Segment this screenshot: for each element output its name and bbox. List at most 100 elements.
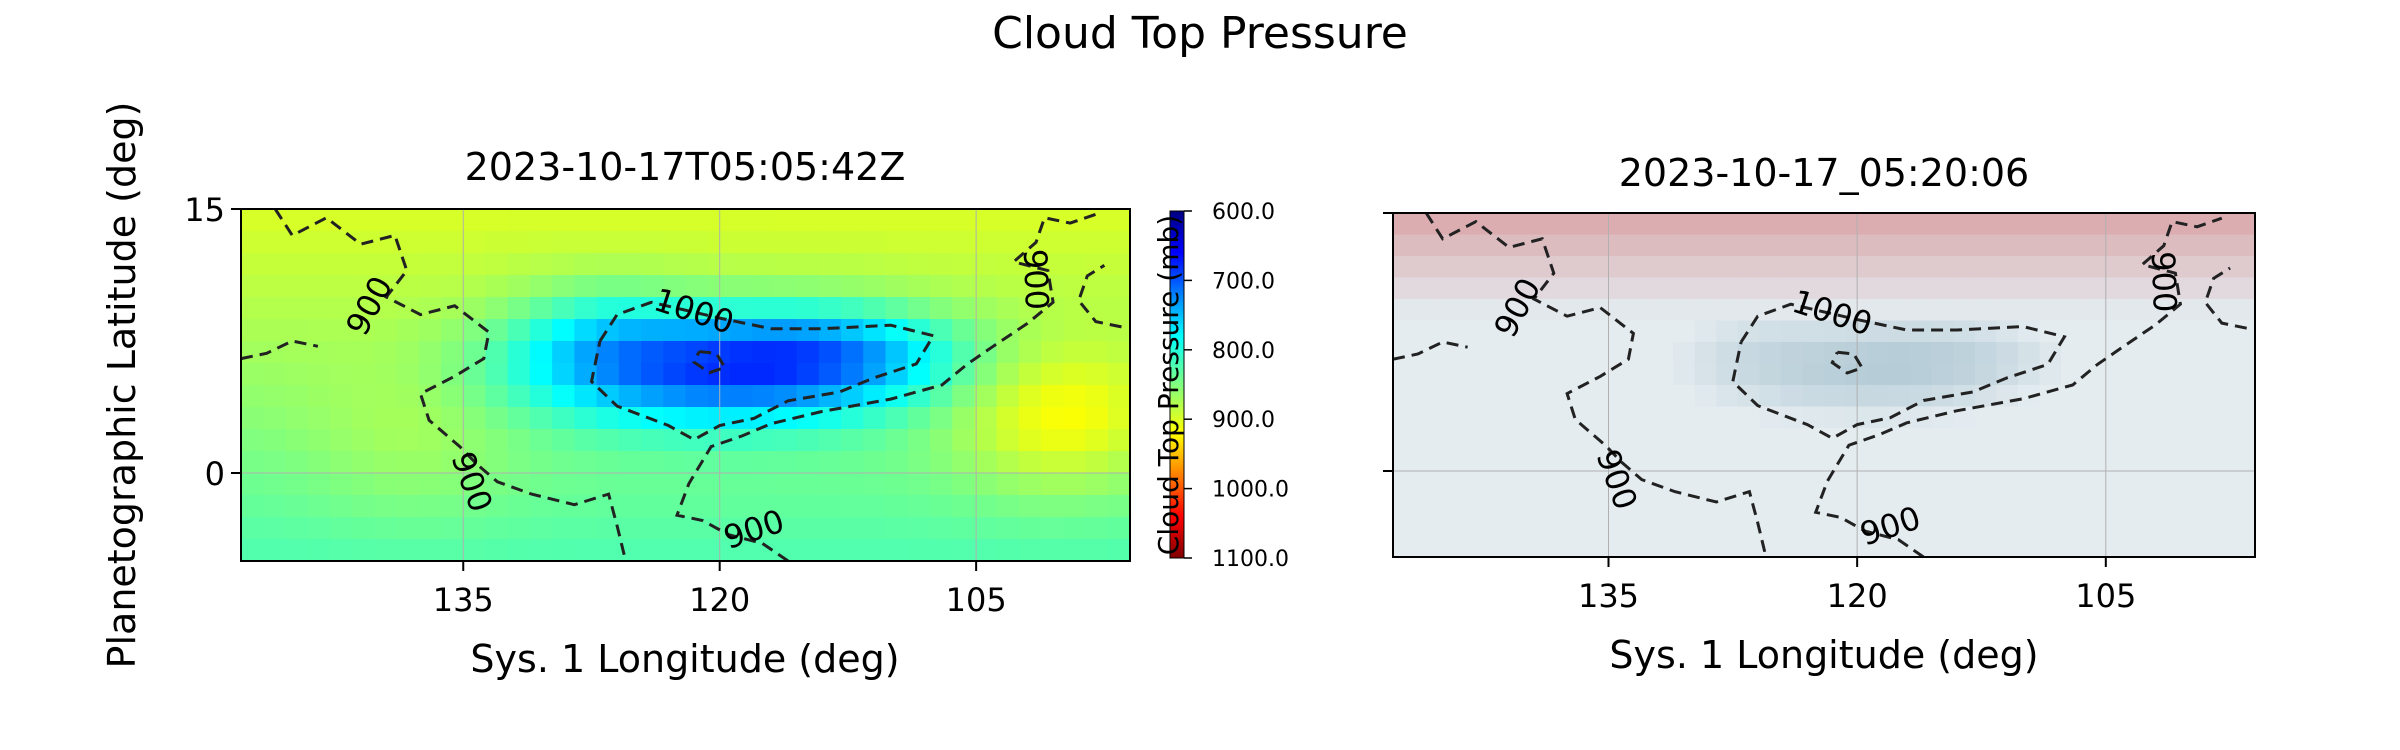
heatmap-cell [619,473,642,496]
heatmap-cell [2040,213,2062,235]
heatmap-cell [2233,342,2255,364]
heatmap-cell [2104,235,2126,257]
heatmap-cell [374,253,397,276]
heatmap-cell [686,495,709,518]
heatmap-cell [1458,321,1480,343]
heatmap-cell [1673,514,1695,536]
heatmap-cell [1824,256,1846,278]
heatmap-cell [552,231,575,254]
heatmap-cell [1738,493,1760,515]
heatmap-cell [1479,536,1501,558]
heatmap-cell [597,429,620,452]
heatmap-cell [1975,471,1997,493]
heatmap-cell [752,473,775,496]
heatmap-cell [841,275,864,298]
heatmap-cell [530,539,553,562]
heatmap-cell [952,319,975,342]
heatmap-cell [1019,539,1042,562]
heatmap-cell [1975,278,1997,300]
heatmap-cell [1824,385,1846,407]
heatmap-cell [263,407,286,430]
heatmap-cell [1479,364,1501,386]
heatmap-cell [930,363,953,386]
heatmap-cell [930,275,953,298]
heatmap-cell [352,517,375,540]
heatmap-cell [2233,407,2255,429]
heatmap-cell [508,473,531,496]
heatmap-cell [774,297,797,320]
heatmap-cell [930,231,953,254]
heatmap-cell [2083,213,2105,235]
heatmap-cell [1781,536,1803,558]
heatmap-cell [730,275,753,298]
heatmap-cell [1565,213,1587,235]
heatmap-cell [1953,385,1975,407]
heatmap-cell [330,407,353,430]
heatmap-cell [1436,493,1458,515]
heatmap-cell [2083,256,2105,278]
heatmap-cell [2169,364,2191,386]
heatmap-cell [2083,321,2105,343]
heatmap-cell [1019,385,1042,408]
heatmap-cell [2104,450,2126,472]
heatmap-cell [752,429,775,452]
heatmap-cell [1889,321,1911,343]
heatmap-cell [1953,450,1975,472]
heatmap-cell [285,517,308,540]
heatmap-cell [1889,342,1911,364]
heatmap-cell [1953,278,1975,300]
heatmap-cell [1846,385,1868,407]
heatmap-cell [1108,363,1131,386]
heatmap-cell [330,341,353,364]
heatmap-cell [1501,342,1523,364]
heatmap-cell [2190,407,2212,429]
heatmap-cell [1673,299,1695,321]
heatmap-cell [1932,235,1954,257]
heatmap-cell [2040,235,2062,257]
heatmap-cell [1652,514,1674,536]
heatmap-cell [1522,428,1544,450]
heatmap-cell [1652,450,1674,472]
heatmap-cell [908,407,931,430]
heatmap-cell [485,385,508,408]
heatmap-cell [1393,299,1415,321]
heatmap-cell [2233,321,2255,343]
heatmap-cell [485,407,508,430]
heatmap-cell [1609,256,1631,278]
heatmap-cell [419,231,442,254]
heatmap-cell [1041,385,1064,408]
heatmap-cell [1415,471,1437,493]
heatmap-cell [1630,299,1652,321]
left-xlabel: Sys. 1 Longitude (deg) [470,637,899,681]
heatmap-cell [641,319,664,342]
heatmap-cell [1415,213,1437,235]
heatmap-cell [2126,536,2148,558]
heatmap-cell [1910,256,1932,278]
heatmap-cell [619,429,642,452]
heatmap-cell [908,539,931,562]
heatmap-cell [774,253,797,276]
heatmap-cell [441,319,464,342]
heatmap-cell [1932,514,1954,536]
heatmap-cell [1609,213,1631,235]
heatmap-cell [2169,450,2191,472]
heatmap-cell [1695,385,1717,407]
heatmap-cell [1673,213,1695,235]
heatmap-cell [2083,514,2105,536]
heatmap-cell [352,495,375,518]
heatmap-cell [1086,209,1109,232]
heatmap-cell [686,231,709,254]
heatmap-cell [263,473,286,496]
heatmap-cell [797,473,820,496]
heatmap-cell [2233,256,2255,278]
heatmap-cell [485,319,508,342]
heatmap-cell [574,231,597,254]
heatmap-cell [352,473,375,496]
heatmap-cell [1108,539,1131,562]
heatmap-cell [1415,536,1437,558]
heatmap-cell [997,385,1020,408]
heatmap-cell [1587,407,1609,429]
heatmap-cell [1501,514,1523,536]
heatmap-cell [1695,364,1717,386]
heatmap-cell [485,275,508,298]
